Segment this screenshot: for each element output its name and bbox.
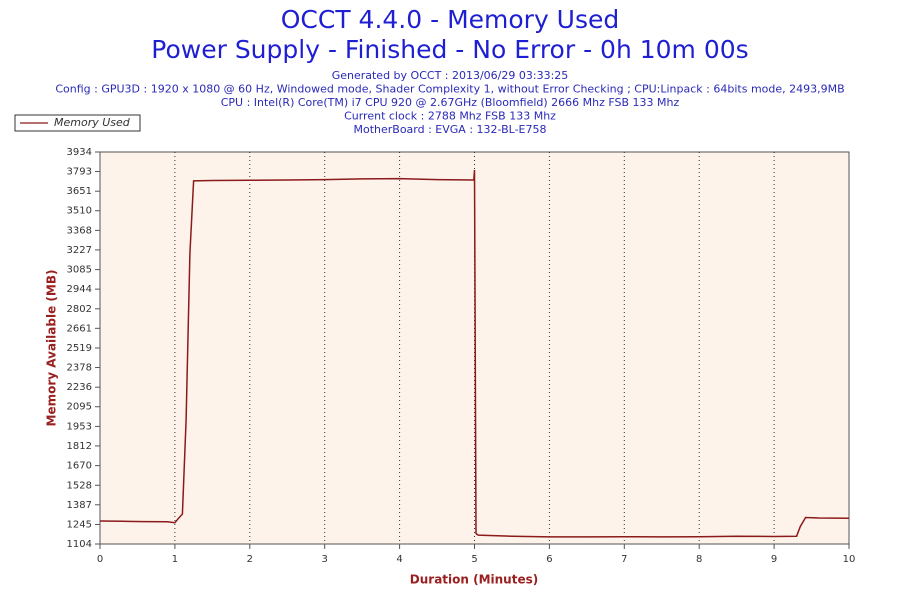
y-tick-label: 3793 bbox=[67, 167, 92, 178]
info-line: CPU : Intel(R) Core(TM) i7 CPU 920 @ 2.6… bbox=[221, 96, 680, 109]
chart-title: OCCT 4.4.0 - Memory Used bbox=[281, 5, 620, 34]
y-tick-label: 1387 bbox=[67, 500, 92, 511]
y-tick-label: 1812 bbox=[67, 441, 92, 452]
legend-box bbox=[14, 114, 141, 132]
legend-label: Memory Used bbox=[54, 116, 131, 129]
x-tick-label: 9 bbox=[771, 554, 777, 565]
data-line bbox=[99, 169, 850, 538]
x-tick-label: 3 bbox=[322, 554, 328, 565]
y-tick-label: 1670 bbox=[67, 461, 92, 472]
y-tick-label: 3510 bbox=[67, 206, 92, 217]
x-tick-label: 6 bbox=[546, 554, 552, 565]
y-tick-label: 2236 bbox=[67, 382, 92, 393]
y-axis-label: Memory Available (MB) bbox=[45, 270, 59, 427]
x-tick-label: 1 bbox=[172, 554, 178, 565]
info-line: Current clock : 2788 Mhz FSB 133 Mhz bbox=[344, 110, 556, 123]
y-tick-label: 2519 bbox=[67, 343, 92, 354]
y-tick-label: 2095 bbox=[67, 402, 92, 413]
x-tick-label: 0 bbox=[97, 554, 103, 565]
x-tick-label: 8 bbox=[696, 554, 702, 565]
info-line: Generated by OCCT : 2013/06/29 03:33:25 bbox=[332, 69, 569, 82]
y-tick-label: 1528 bbox=[67, 480, 92, 491]
y-tick-label: 3368 bbox=[67, 225, 92, 236]
y-tick-label: 3934 bbox=[67, 147, 92, 158]
y-tick-label: 2944 bbox=[67, 284, 92, 295]
x-tick-label: 10 bbox=[843, 554, 856, 565]
y-tick-label: 3085 bbox=[67, 265, 92, 276]
x-axis-label: Duration (Minutes) bbox=[410, 573, 538, 587]
x-tick-label: 7 bbox=[621, 554, 627, 565]
y-tick-label: 2378 bbox=[67, 363, 92, 374]
y-tick-label: 2661 bbox=[67, 323, 92, 334]
y-tick-label: 1104 bbox=[67, 539, 92, 550]
info-line: Config : GPU3D : 1920 x 1080 @ 60 Hz, Wi… bbox=[55, 83, 844, 96]
x-tick-label: 2 bbox=[247, 554, 253, 565]
y-tick-label: 1953 bbox=[67, 421, 92, 432]
y-tick-label: 1245 bbox=[67, 519, 92, 530]
chart-subtitle: Power Supply - Finished - No Error - 0h … bbox=[151, 35, 748, 64]
x-tick-label: 4 bbox=[396, 554, 402, 565]
y-tick-label: 3651 bbox=[67, 186, 92, 197]
info-line: MotherBoard : EVGA : 132-BL-E758 bbox=[353, 123, 546, 136]
y-tick-label: 2802 bbox=[67, 304, 92, 315]
y-tick-label: 3227 bbox=[67, 245, 92, 256]
x-tick-label: 5 bbox=[471, 554, 477, 565]
